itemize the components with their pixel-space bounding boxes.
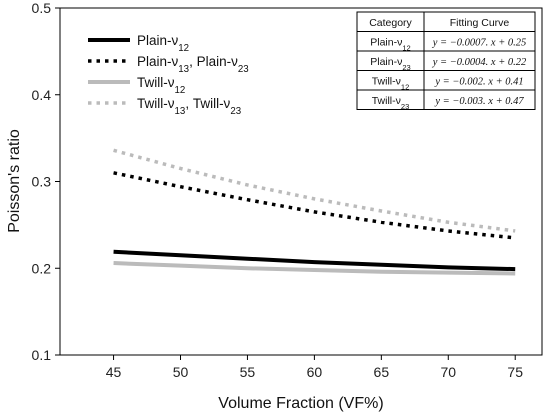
x-tick-label: 65 <box>374 364 390 380</box>
y-tick-label: 0.1 <box>32 347 52 363</box>
x-axis: 45 50 55 60 65 70 75 <box>106 355 523 380</box>
legend-label-0: Plain-ν12 <box>137 33 189 54</box>
y-axis-title: Poisson's ratio <box>6 129 23 233</box>
table-cell-category: Twill-ν23 <box>372 95 410 111</box>
table-cell-category: Twill-ν12 <box>372 76 410 92</box>
series-line-3 <box>113 148 516 233</box>
x-tick-label: 55 <box>240 364 256 380</box>
y-tick-label: 0.5 <box>32 0 52 16</box>
table-header-fitting-curve: Fitting Curve <box>450 17 510 29</box>
legend-label-1: Plain-ν13, Plain-ν23 <box>137 54 249 75</box>
x-tick-label: 50 <box>173 364 189 380</box>
table-cell-fitting-curve: y = −0.0007. x + 0.25 <box>432 38 527 49</box>
x-tick-label: 75 <box>507 364 523 380</box>
fitting-curve-table: Category Fitting Curve Plain-ν12 y = −0.000… <box>356 11 536 111</box>
legend-label-2: Twill-ν12 <box>137 75 185 96</box>
x-axis-title: Volume Fraction (VF%) <box>218 395 383 412</box>
x-tick-label: 60 <box>307 364 323 380</box>
table-cell-fitting-curve: y = −0.002. x + 0.41 <box>434 77 523 88</box>
y-tick-label: 0.2 <box>32 260 52 276</box>
series-line-2 <box>113 261 516 276</box>
table-header-category: Category <box>369 17 412 29</box>
x-tick-label: 70 <box>440 364 456 380</box>
series-line-0 <box>113 249 516 272</box>
y-tick-label: 0.3 <box>32 174 52 190</box>
series-lines <box>113 148 516 276</box>
table-cell-category: Plain-ν12 <box>370 37 411 53</box>
y-axis: 0.1 0.2 0.3 0.4 0.5 <box>32 0 60 363</box>
series-line-1 <box>113 171 516 240</box>
y-tick-label: 0.4 <box>32 87 52 103</box>
x-tick-label: 45 <box>106 364 122 380</box>
table-cell-fitting-curve: y = −0.003. x + 0.47 <box>434 96 524 107</box>
legend-label-3: Twill-ν13, Twill-ν23 <box>137 96 241 117</box>
table-cell-fitting-curve: y = −0.0004. x + 0.22 <box>432 57 527 68</box>
table-border <box>356 11 536 110</box>
table-cell-category: Plain-ν23 <box>370 56 411 72</box>
